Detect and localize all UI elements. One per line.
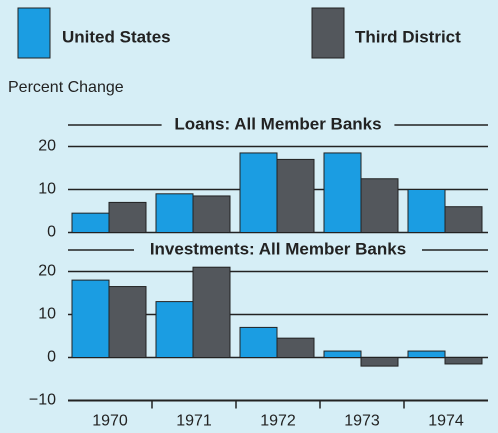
y-tick-label: 20	[38, 263, 56, 280]
panel-title: Loans: All Member Banks	[174, 114, 381, 133]
x-tick-label: 1971	[176, 413, 212, 430]
legend-swatch	[311, 7, 345, 59]
legend-swatch	[17, 7, 51, 59]
bar	[444, 357, 483, 365]
bar	[155, 301, 194, 359]
bar	[239, 152, 278, 233]
bar	[192, 266, 231, 359]
y-tick-label: 0	[47, 349, 56, 366]
bar	[276, 337, 315, 358]
bar	[407, 350, 446, 358]
bar	[108, 201, 147, 233]
bar	[71, 212, 110, 233]
x-tick-label: 1974	[428, 413, 464, 430]
bar	[323, 350, 362, 358]
y-tick-label: 10	[38, 306, 56, 323]
panel-title: Investments: All Member Banks	[150, 239, 406, 258]
bar	[276, 158, 315, 233]
bar	[360, 357, 399, 367]
title-backdrop	[134, 239, 422, 261]
bar	[407, 189, 446, 233]
bar	[71, 279, 110, 359]
y-tick-label: 10	[38, 181, 56, 198]
bar	[444, 206, 483, 233]
legend-label: United States	[62, 27, 171, 46]
bar	[239, 326, 278, 358]
x-tick-label: 1972	[260, 413, 296, 430]
bar	[155, 193, 194, 234]
x-tick-label: 1973	[344, 413, 380, 430]
y-tick-label: 0	[47, 224, 56, 241]
y-axis-label: Percent Change	[8, 79, 124, 96]
bar	[108, 286, 147, 358]
bar	[192, 195, 231, 233]
legend-label: Third District	[355, 27, 461, 46]
title-backdrop	[161, 114, 395, 136]
bar	[360, 178, 399, 233]
x-tick-label: 1970	[92, 413, 128, 430]
y-tick-label: −10	[29, 392, 56, 409]
y-tick-label: 20	[38, 138, 56, 155]
bar	[323, 152, 362, 233]
